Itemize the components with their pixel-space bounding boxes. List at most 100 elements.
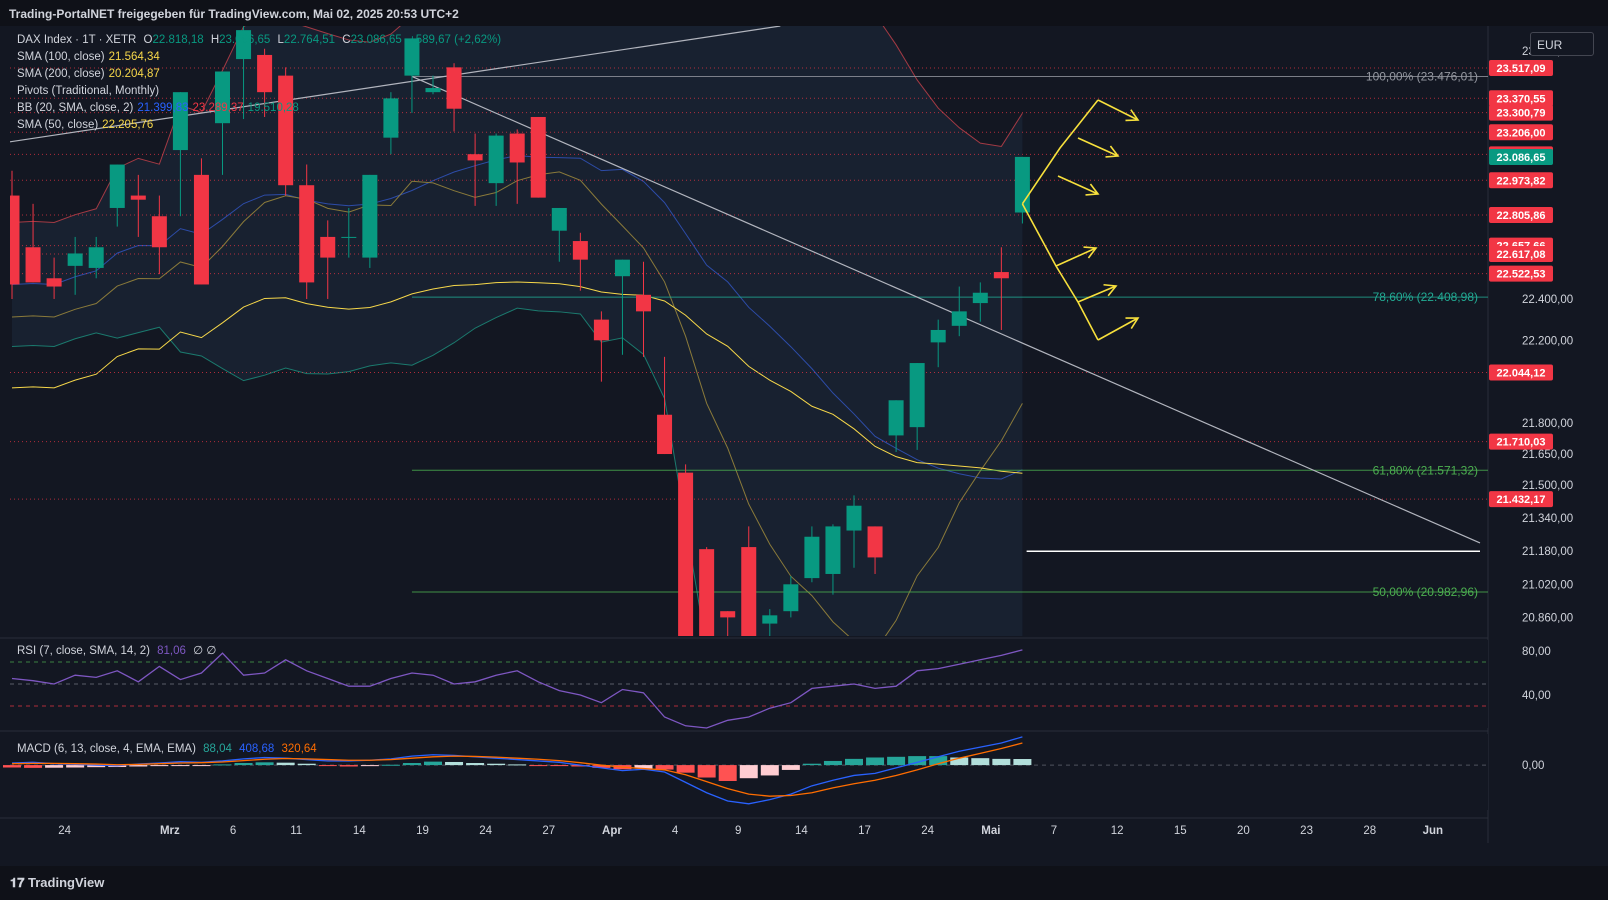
macd-histogram-bar	[992, 758, 1011, 766]
chart-canvas[interactable]: 100,00% (23.476,01) 78,60% (22.408,98) 61,…	[0, 0, 1608, 866]
macd-histogram-bar	[529, 765, 548, 767]
candle-body	[488, 135, 504, 184]
candle-body	[25, 247, 41, 283]
macd-histogram-bar	[255, 762, 274, 766]
macd-histogram-bar	[845, 758, 863, 766]
price-tick-label: 21.800,00	[1522, 418, 1573, 430]
macd-histogram-bar	[3, 765, 21, 768]
candle-body	[530, 116, 546, 198]
candle-body	[699, 549, 715, 636]
time-tick-label: Mrz	[160, 825, 180, 837]
candle-body	[257, 54, 273, 93]
currency-selector[interactable]: EUR	[1530, 32, 1594, 56]
bollinger-band-fill	[12, 26, 1023, 636]
macd-histogram-bar	[213, 764, 232, 766]
projection-arrow-shaft	[1097, 99, 1139, 121]
candle-body	[762, 615, 778, 624]
price-label-badge	[1489, 124, 1553, 141]
fib-level-label: 100,00% (23.476,01)	[1366, 69, 1478, 83]
macd-histogram-bar	[381, 764, 400, 766]
tradingview-logo[interactable]: 𝟏𝟕 TradingView	[10, 875, 104, 891]
macd-histogram-bar	[318, 765, 337, 767]
legend-low: 22.764,51	[283, 34, 336, 46]
indicator-value: 20.204,87	[108, 68, 160, 80]
projection-arrow-shaft	[1077, 285, 1117, 303]
price-label-badge	[1489, 433, 1553, 450]
price-label-text: 22.522,53	[1497, 269, 1546, 281]
trendline-descending	[411, 75, 1481, 544]
macd-signal-line	[11, 742, 1023, 797]
candle-body	[951, 311, 967, 326]
macd-histogram-bar	[634, 765, 653, 769]
price-label-text: 22.617,08	[1497, 249, 1546, 261]
rsi-legend-label: RSI (7, close, SMA, 14, 2)	[17, 645, 150, 657]
macd-histogram-bar	[971, 758, 990, 766]
candle-body	[657, 414, 673, 455]
candle-body	[299, 185, 315, 283]
macd-histogram-bar	[760, 765, 779, 776]
time-tick-label: 17	[858, 825, 871, 837]
macd-histogram-bar	[402, 763, 421, 766]
macd-histogram-bar	[781, 765, 800, 770]
macd-histogram-bar	[487, 763, 506, 766]
time-tick-label: 12	[1111, 825, 1124, 837]
indicator-label: BB (20, SMA, close, 2)	[17, 102, 134, 114]
price-label-badge	[1489, 246, 1553, 263]
macd-histogram-bar	[508, 764, 527, 766]
indicator-legend-row: BB (20, SMA, close, 2) 21.399,83 23.289,37…	[17, 100, 501, 117]
candle-body	[193, 174, 209, 285]
macd-histogram-bar	[234, 763, 253, 766]
price-label-text: 22.044,12	[1497, 368, 1546, 380]
indicator-legend-row: SMA (100, close) 21.564,34	[17, 49, 501, 66]
macd-legend-value-1: 88,04	[203, 743, 232, 755]
macd-histogram-bar	[908, 756, 927, 766]
legend-change: +589,67 (+2,62%)	[408, 34, 502, 46]
watermark-text: Trading-PortalNET freigegeben für Tradin…	[9, 7, 459, 21]
fib-level-label: 61,80% (21.571,32)	[1373, 463, 1478, 477]
rsi-legend: RSI (7, close, SMA, 14, 2) 81,06 ∅ ∅	[17, 643, 216, 660]
macd-legend-value-2: 408,68	[239, 743, 275, 755]
macd-histogram-bar	[571, 765, 590, 767]
time-tick-label: Apr	[602, 825, 622, 837]
candle-body	[404, 38, 420, 76]
time-tick-label: 4	[672, 825, 679, 837]
time-tick-label: 24	[921, 825, 934, 837]
price-label-text: 22.973,82	[1497, 175, 1546, 187]
indicator-label: SMA (50, close)	[17, 119, 99, 131]
candle-body	[993, 272, 1009, 279]
macd-histogram-bar	[887, 756, 906, 766]
macd-histogram-bar	[697, 765, 716, 778]
indicator-label: SMA (200, close)	[17, 68, 105, 80]
price-label-text: 23.300,79	[1497, 108, 1546, 120]
indicator-value: 21.399,83	[137, 102, 189, 114]
candle-body	[130, 195, 146, 200]
price-tick-label: 21.650,00	[1522, 449, 1573, 461]
time-tick-label: 24	[58, 825, 71, 837]
price-tick-label: 20.860,00	[1522, 612, 1573, 624]
price-label-text: 23.206,00	[1497, 127, 1546, 139]
candle-body	[867, 526, 883, 558]
price-label-badge	[1489, 90, 1553, 107]
candle-body	[172, 92, 188, 151]
bollinger-lower-line	[11, 307, 705, 636]
macd-histogram-bar	[950, 757, 969, 766]
macd-histogram-bar	[445, 761, 464, 766]
macd-line	[11, 736, 1023, 805]
macd-histogram-bar	[129, 765, 148, 767]
macd-legend-value-3: 320,64	[281, 743, 317, 755]
macd-histogram-bar	[24, 765, 43, 768]
price-label-badge	[1489, 265, 1553, 282]
price-tick-label: 22.400,00	[1522, 294, 1573, 306]
macd-histogram-bar	[424, 761, 442, 766]
price-pane-content: 100,00% (23.476,01) 78,60% (22.408,98) 61,…	[10, 26, 1488, 636]
indicator-legend-row: SMA (50, close) 22.205,76	[17, 117, 501, 134]
price-label-text: 21.710,03	[1497, 437, 1546, 449]
macd-histogram-bar	[150, 765, 169, 767]
time-tick-label: 24	[479, 825, 492, 837]
time-tick-label: 28	[1363, 825, 1376, 837]
time-tick-label: 9	[735, 825, 741, 837]
time-tick-label: 19	[416, 825, 429, 837]
projection-arrow-head	[1083, 246, 1098, 259]
price-tick-label: 21.500,00	[1522, 480, 1573, 492]
